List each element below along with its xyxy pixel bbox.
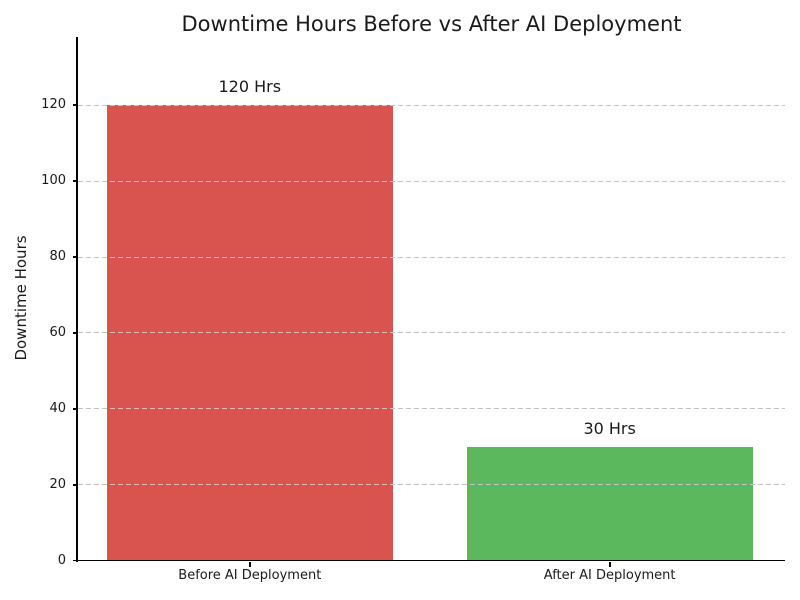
y-tick-mark <box>73 331 78 334</box>
y-tick-mark <box>73 407 78 410</box>
gridline <box>78 484 785 486</box>
chart-title: Downtime Hours Before vs After AI Deploy… <box>181 12 682 36</box>
y-tick-label: 100 <box>41 173 66 189</box>
x-axis-line <box>76 559 785 562</box>
gridline <box>78 104 785 106</box>
bar-value-label: 120 Hrs <box>218 77 282 97</box>
x-tick-label-before-ai-deployment: Before AI Deployment <box>178 568 322 583</box>
y-tick-mark <box>73 180 78 183</box>
gridline <box>78 180 785 182</box>
y-tick-label: 120 <box>41 97 66 113</box>
y-tick-label: 0 <box>57 552 66 568</box>
bar-after-ai-deployment <box>466 446 753 561</box>
y-axis-line <box>76 37 78 562</box>
y-tick-label: 20 <box>49 476 66 492</box>
x-tick-mark <box>608 561 611 567</box>
x-tick-mark <box>248 561 251 567</box>
y-tick-mark <box>73 559 78 562</box>
y-tick-mark <box>73 483 78 486</box>
gridline <box>78 408 785 410</box>
bar-value-label: 30 Hrs <box>583 418 636 438</box>
y-tick-label: 40 <box>49 400 66 416</box>
y-tick-label: 80 <box>49 249 66 265</box>
y-tick-label: 60 <box>49 324 66 340</box>
x-tick-label-after-ai-deployment: After AI Deployment <box>543 568 676 583</box>
gridline <box>78 332 785 334</box>
gridline <box>78 256 785 258</box>
y-tick-mark <box>73 256 78 258</box>
y-tick-mark <box>73 104 78 107</box>
